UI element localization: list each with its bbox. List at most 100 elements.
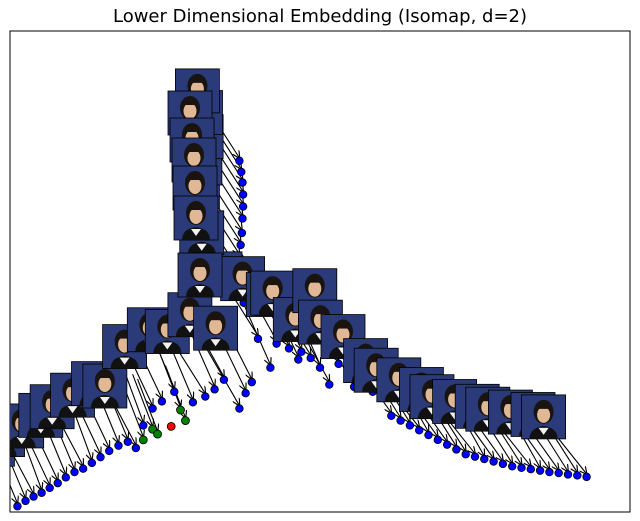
thumbnail-face [98, 376, 112, 393]
thumbnail-bangs [391, 366, 406, 372]
data-point [405, 421, 415, 430]
thumbnail-shoulders [0, 453, 6, 466]
data-point [96, 452, 105, 462]
thumbnail-face [0, 425, 9, 441]
thumbnail-face [266, 283, 280, 300]
thumbnail-collar [16, 436, 27, 444]
data-point [325, 380, 334, 389]
data-point [61, 473, 71, 482]
thumbnail-bangs [160, 318, 175, 324]
thumbnail-bangs [182, 301, 197, 307]
thumbnail-bangs [193, 262, 207, 267]
data-point [461, 450, 470, 459]
data-point [87, 458, 97, 468]
data-point [238, 202, 248, 211]
data-point [70, 467, 79, 477]
data-point [131, 443, 141, 453]
data-point [114, 441, 123, 450]
thumbnail-collar [119, 357, 130, 365]
face-photo-thumbnail [173, 195, 219, 241]
thumbnail-face [188, 178, 202, 194]
data-point [219, 375, 229, 384]
thumbnail-shoulders [10, 445, 17, 457]
face-photo-thumbnail [521, 394, 566, 440]
thumbnail-face [187, 150, 201, 166]
thumbnail-bangs [425, 383, 439, 389]
thumbnails-layer [0, 68, 566, 467]
data-point [123, 437, 132, 446]
data-point [498, 459, 508, 469]
data-point [489, 457, 498, 466]
data-point [188, 398, 198, 407]
thumbnail-bangs [189, 205, 203, 210]
thumbnail-bangs [536, 403, 551, 409]
data-point [387, 411, 396, 420]
thumbnail-collar [162, 342, 173, 350]
thumbnail-bangs [336, 323, 350, 329]
thumbnail-face [537, 406, 551, 423]
data-point [297, 347, 306, 357]
data-point [517, 463, 526, 472]
thumbnail-hair [0, 427, 2, 451]
data-point [238, 214, 247, 223]
thumbnail-bangs [190, 77, 205, 83]
thumbnail-collar [237, 289, 248, 297]
data-point [480, 454, 489, 464]
projection-arrow [10, 483, 17, 503]
data-point [470, 452, 480, 461]
thumbnail-collar [290, 330, 301, 338]
data-point [526, 464, 535, 474]
thumbnail-collar [210, 339, 221, 347]
face-photo-thumbnail [193, 305, 239, 351]
data-point [53, 478, 62, 488]
data-point [582, 472, 591, 482]
data-point [29, 492, 38, 501]
thumbnail-bangs [0, 422, 10, 427]
data-point [253, 334, 263, 344]
data-point [238, 190, 248, 199]
thumbnail-collar [67, 406, 78, 414]
data-point [554, 468, 563, 478]
thumbnail-collar [538, 427, 549, 435]
data-point [396, 416, 405, 425]
thumbnail-bangs [183, 100, 197, 105]
thumbnail-bangs [188, 175, 202, 180]
thumbnail-bangs [369, 357, 384, 363]
data-point [78, 464, 88, 473]
data-point [284, 344, 294, 353]
thumbnail-face [236, 268, 250, 285]
thumbnail-bangs [503, 399, 518, 405]
data-point [334, 359, 343, 369]
data-point [508, 462, 517, 471]
neighbor-point [138, 435, 148, 445]
thumbnail-bangs [97, 373, 112, 379]
data-point [13, 502, 22, 511]
data-point [148, 404, 157, 413]
thumbnail-face [308, 280, 322, 297]
thumbnail-face [183, 103, 197, 119]
data-point [573, 471, 582, 480]
data-point [238, 178, 247, 187]
thumbnail-collar [99, 397, 110, 405]
data-point [235, 404, 244, 413]
data-point [247, 377, 256, 387]
data-point [201, 392, 210, 401]
data-point [535, 466, 545, 475]
thumbnail-bangs [307, 277, 322, 283]
data-point [442, 440, 452, 449]
thumbnail-collar [191, 229, 201, 236]
thumbnail-bangs [208, 315, 223, 321]
data-point [433, 435, 442, 445]
thumbnail-bangs [265, 280, 280, 286]
thumbnail-bangs [313, 309, 328, 315]
projection-arrow [10, 459, 26, 498]
face-photo-thumbnail [177, 252, 223, 298]
data-point [237, 167, 246, 177]
projection-arrow [159, 354, 181, 407]
face-photo-thumbnail [82, 363, 128, 409]
projection-arrow [188, 327, 215, 386]
data-point [294, 355, 303, 364]
thumbnail-face [193, 265, 207, 281]
thumbnail-bangs [117, 333, 132, 339]
thumbnail-face [183, 304, 197, 321]
